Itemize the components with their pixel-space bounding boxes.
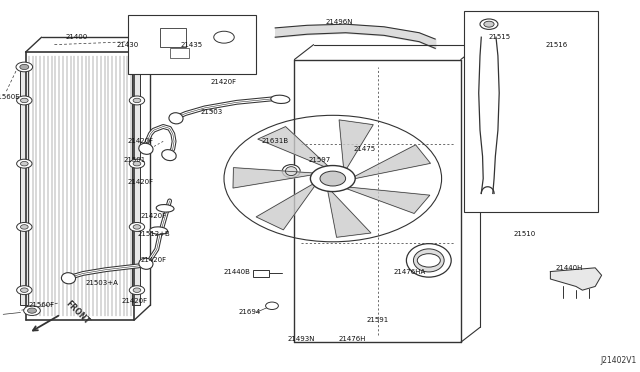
Circle shape xyxy=(133,98,141,103)
Ellipse shape xyxy=(282,164,300,177)
Circle shape xyxy=(20,288,28,292)
Circle shape xyxy=(214,31,234,43)
Ellipse shape xyxy=(139,258,153,269)
Bar xyxy=(160,28,186,46)
Circle shape xyxy=(17,159,32,168)
Circle shape xyxy=(20,64,29,70)
Text: 21694: 21694 xyxy=(239,310,260,315)
Polygon shape xyxy=(339,120,373,169)
Text: 21435: 21435 xyxy=(181,42,203,48)
Circle shape xyxy=(484,21,494,27)
Polygon shape xyxy=(328,191,371,237)
Bar xyxy=(128,15,256,74)
Circle shape xyxy=(20,161,28,166)
Circle shape xyxy=(24,306,40,315)
Circle shape xyxy=(129,286,145,295)
Text: 21496N: 21496N xyxy=(326,19,353,25)
Circle shape xyxy=(266,302,278,310)
Circle shape xyxy=(320,171,346,186)
Bar xyxy=(253,270,269,277)
Text: 21440B: 21440B xyxy=(223,269,250,275)
Text: J21402V1: J21402V1 xyxy=(600,356,637,365)
Circle shape xyxy=(133,161,141,166)
Ellipse shape xyxy=(156,205,174,212)
Text: 21510: 21510 xyxy=(514,231,536,237)
Circle shape xyxy=(20,225,28,229)
Text: 21503+A: 21503+A xyxy=(86,280,119,286)
Polygon shape xyxy=(355,145,431,179)
Circle shape xyxy=(17,286,32,295)
Ellipse shape xyxy=(150,227,168,234)
Polygon shape xyxy=(347,187,430,214)
Bar xyxy=(20,67,28,305)
Circle shape xyxy=(129,222,145,231)
Text: 21591: 21591 xyxy=(367,317,388,323)
Circle shape xyxy=(417,254,440,267)
Circle shape xyxy=(16,62,33,72)
Text: 21631B: 21631B xyxy=(262,138,289,144)
Text: 21420F: 21420F xyxy=(128,179,154,185)
Text: 21475: 21475 xyxy=(354,146,376,152)
Text: 21400: 21400 xyxy=(66,34,88,40)
Circle shape xyxy=(133,288,141,292)
Text: 21597: 21597 xyxy=(309,157,331,163)
Circle shape xyxy=(480,19,498,29)
Ellipse shape xyxy=(285,167,297,176)
Text: 21512+B: 21512+B xyxy=(137,231,170,237)
Text: 21420F: 21420F xyxy=(128,138,154,144)
Text: 21560E: 21560E xyxy=(0,94,20,100)
Text: 21501: 21501 xyxy=(124,157,145,163)
Text: 21515: 21515 xyxy=(488,34,510,40)
Text: 21420F: 21420F xyxy=(141,257,166,263)
Circle shape xyxy=(129,159,145,168)
Ellipse shape xyxy=(406,244,451,277)
Ellipse shape xyxy=(413,249,444,272)
Circle shape xyxy=(310,166,355,192)
Ellipse shape xyxy=(139,143,153,154)
Bar xyxy=(170,48,189,58)
Text: 21516: 21516 xyxy=(546,42,568,48)
Polygon shape xyxy=(550,268,602,290)
Text: 21476H: 21476H xyxy=(339,336,365,341)
Circle shape xyxy=(129,96,145,105)
Ellipse shape xyxy=(162,150,176,161)
Text: 21493N: 21493N xyxy=(287,336,314,341)
Ellipse shape xyxy=(169,113,183,124)
Circle shape xyxy=(17,96,32,105)
Text: 21560F: 21560F xyxy=(28,302,55,308)
Text: 21420F: 21420F xyxy=(141,213,166,219)
Text: 21503: 21503 xyxy=(200,109,222,115)
Text: 21420F: 21420F xyxy=(122,298,147,304)
Ellipse shape xyxy=(271,95,290,103)
Circle shape xyxy=(20,98,28,103)
Circle shape xyxy=(28,308,36,313)
Text: 21476HA: 21476HA xyxy=(394,269,426,275)
Polygon shape xyxy=(258,126,328,167)
Text: 21440H: 21440H xyxy=(556,265,583,271)
Text: 21420F: 21420F xyxy=(211,79,237,85)
Bar xyxy=(132,67,140,305)
Bar xyxy=(464,11,598,212)
Circle shape xyxy=(17,222,32,231)
Text: FRONT: FRONT xyxy=(64,299,92,326)
Polygon shape xyxy=(256,184,315,230)
Circle shape xyxy=(133,225,141,229)
Text: 21430: 21430 xyxy=(117,42,139,48)
Ellipse shape xyxy=(61,273,76,284)
Polygon shape xyxy=(233,168,312,188)
